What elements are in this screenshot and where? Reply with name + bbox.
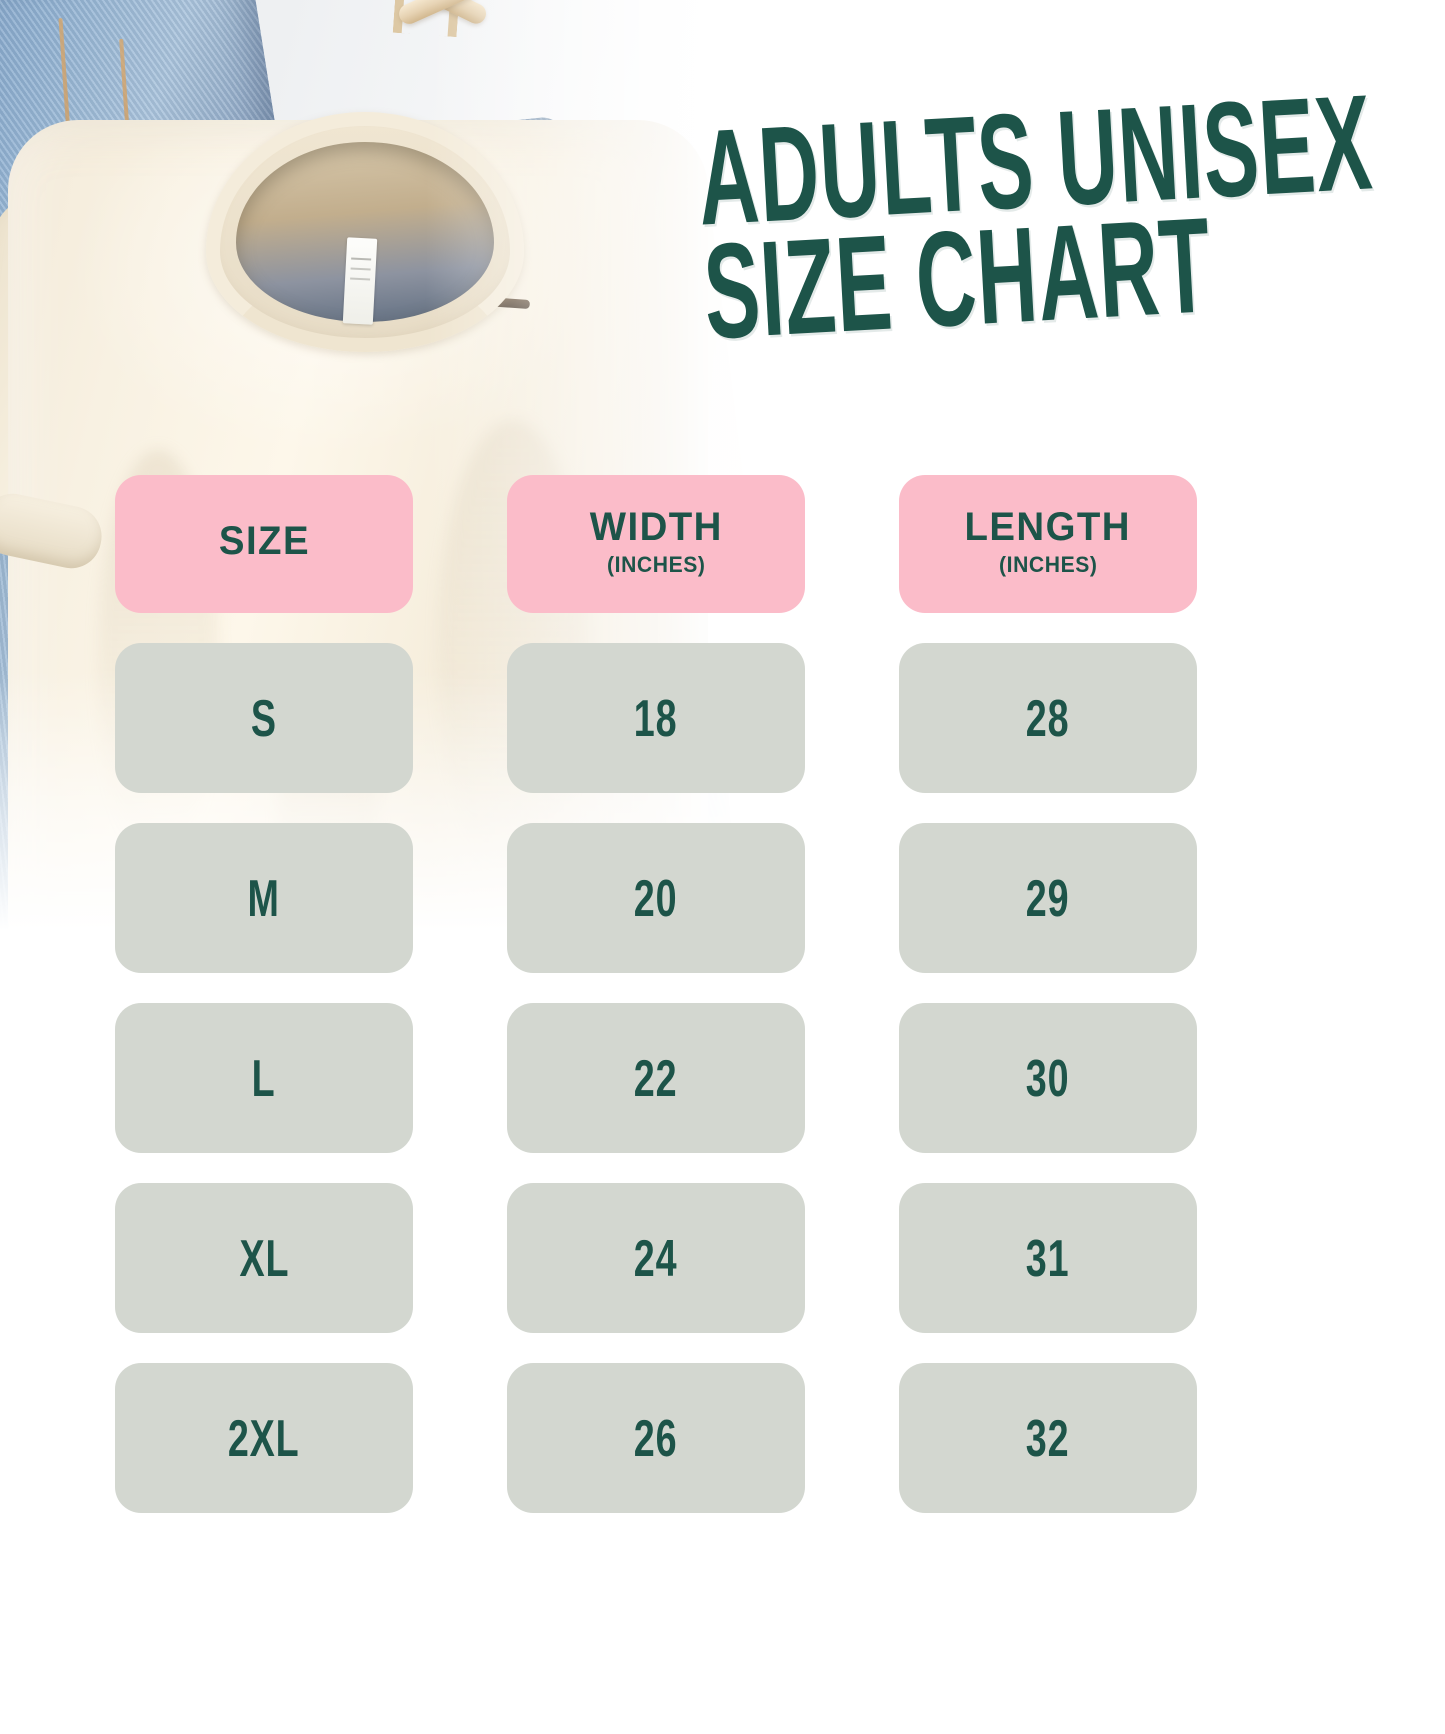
cell-length-2xl: 32: [1026, 1408, 1070, 1468]
column-size: SIZE S M L XL 2XL: [115, 475, 413, 1543]
table-row: 18: [507, 643, 805, 793]
column-width: WIDTH (INCHES) 18 20 22 24 26: [507, 475, 805, 1543]
table-row: XL: [115, 1183, 413, 1333]
cell-width-2xl: 26: [634, 1408, 678, 1468]
cell-length-xl: 31: [1026, 1228, 1070, 1288]
cell-width-s: 18: [634, 688, 678, 748]
cell-width-xl: 24: [634, 1228, 678, 1288]
column-header-length: LENGTH (INCHES): [899, 475, 1197, 613]
column-header-width: WIDTH (INCHES): [507, 475, 805, 613]
column-length: LENGTH (INCHES) 28 29 30 31 32: [899, 475, 1197, 1543]
cell-length-s: 28: [1026, 688, 1070, 748]
column-header-size-label: SIZE: [218, 519, 310, 563]
table-row: 24: [507, 1183, 805, 1333]
table-row: 31: [899, 1183, 1197, 1333]
table-row: 20: [507, 823, 805, 973]
table-row: 29: [899, 823, 1197, 973]
table-row: 32: [899, 1363, 1197, 1513]
cell-width-m: 20: [634, 868, 678, 928]
table-row: M: [115, 823, 413, 973]
table-row: L: [115, 1003, 413, 1153]
cell-width-l: 22: [634, 1048, 678, 1108]
cell-size-2xl: 2XL: [228, 1408, 300, 1468]
column-header-width-label: WIDTH: [589, 504, 723, 549]
table-row: 26: [507, 1363, 805, 1513]
cell-size-m: M: [247, 868, 281, 928]
column-header-size: SIZE: [115, 475, 413, 613]
table-row: 2XL: [115, 1363, 413, 1513]
column-header-length-label: LENGTH: [964, 504, 1132, 549]
cell-length-l: 30: [1026, 1048, 1070, 1108]
table-row: S: [115, 643, 413, 793]
table-row: 28: [899, 643, 1197, 793]
column-header-length-unit: (INCHES): [998, 551, 1098, 577]
cell-length-m: 29: [1026, 868, 1070, 928]
cell-size-s: S: [251, 688, 277, 748]
table-row: 22: [507, 1003, 805, 1153]
cell-size-xl: XL: [239, 1228, 289, 1288]
cell-size-l: L: [252, 1048, 276, 1108]
table-row: 30: [899, 1003, 1197, 1153]
column-header-width-unit: (INCHES): [606, 551, 706, 577]
